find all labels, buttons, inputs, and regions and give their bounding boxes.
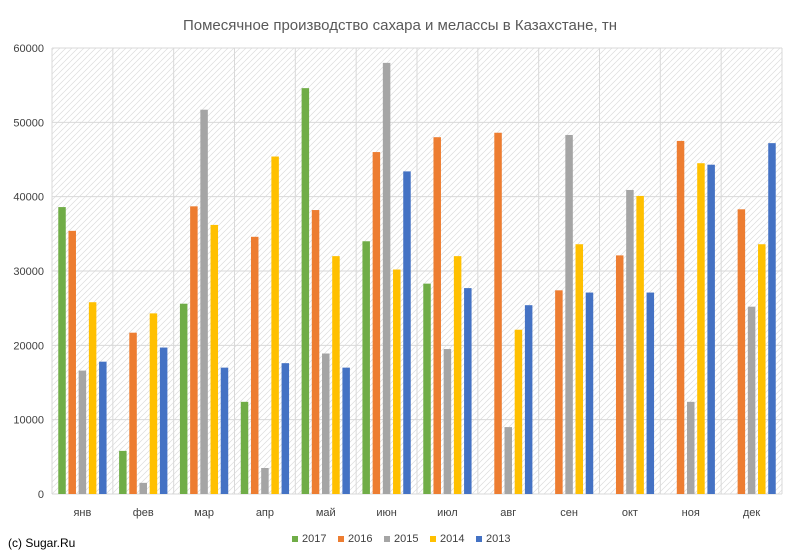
- bar-2017-янв: [58, 207, 66, 494]
- y-axis: 0 10000 20000 30000 40000 50000 60000: [13, 43, 44, 501]
- bar-2014-май: [332, 256, 340, 494]
- bar-2014-сен: [575, 244, 584, 494]
- x-tick-label: авг: [500, 507, 516, 519]
- credit-text: (c) Sugar.Ru: [8, 536, 76, 550]
- x-tick-label: дек: [743, 507, 761, 519]
- x-tick-label: фев: [133, 507, 154, 519]
- legend-swatch: [476, 536, 482, 542]
- legend-item-2014: 2014: [430, 533, 464, 545]
- bar-2016-мар: [190, 206, 198, 494]
- bar-2013-июн: [403, 171, 411, 495]
- bar-2015-сен: [565, 134, 573, 494]
- legend-label: 2013: [486, 533, 510, 545]
- bar-2014-апр: [271, 156, 279, 494]
- x-tick-label: мар: [194, 507, 214, 519]
- bar-2017-фев: [119, 450, 127, 494]
- legend-swatch: [292, 536, 298, 542]
- bar-2014-янв: [88, 302, 97, 494]
- bar-2016-авг: [494, 132, 502, 495]
- bars: [58, 62, 776, 495]
- legend-item-2015: 2015: [384, 533, 418, 545]
- bar-2014-ноя: [697, 163, 705, 494]
- x-tick-label: июн: [376, 507, 396, 519]
- bar-2013-ноя: [707, 164, 715, 494]
- x-tick-label: янв: [73, 507, 91, 519]
- bar-2013-июл: [464, 288, 472, 494]
- x-tick-label: ноя: [682, 507, 700, 519]
- bar-2015-мар: [200, 109, 208, 495]
- bar-2016-апр: [250, 236, 259, 494]
- y-tick-label: 50000: [13, 117, 44, 129]
- legend-swatch: [338, 536, 344, 542]
- y-tick-label: 40000: [13, 192, 44, 204]
- legend-item-2016: 2016: [338, 533, 372, 545]
- bar-2015-июн: [382, 62, 391, 494]
- bar-2015-окт: [626, 189, 634, 494]
- bar-2016-янв: [68, 230, 76, 495]
- bar-2015-фев: [139, 482, 147, 494]
- x-tick-label: май: [316, 507, 336, 519]
- chart-title: Помесячное производство сахара и мелассы…: [183, 17, 617, 34]
- bar-2015-июл: [443, 349, 452, 494]
- bar-2015-ноя: [687, 401, 695, 494]
- legend-item-2017: 2017: [292, 533, 326, 545]
- bar-2013-май: [342, 367, 350, 494]
- bar-2013-янв: [99, 361, 107, 494]
- bar-2015-дек: [747, 306, 756, 494]
- bar-2013-фев: [159, 347, 168, 494]
- y-tick-label: 0: [38, 489, 44, 501]
- bar-2017-июн: [362, 241, 370, 494]
- bar-2014-мар: [210, 224, 219, 494]
- legend-label: 2015: [394, 533, 418, 545]
- bar-2017-апр: [240, 401, 249, 494]
- y-tick-label: 10000: [13, 415, 44, 427]
- bar-2017-мар: [179, 303, 188, 494]
- bar-2014-фев: [149, 313, 158, 494]
- grid-lines: [51, 47, 783, 495]
- bar-2014-июл: [453, 256, 462, 494]
- x-axis: янв фев мар апр май июн июл авг сен окт ноя дек: [73, 507, 760, 519]
- bar-2016-май: [311, 210, 320, 494]
- legend-label: 2016: [348, 533, 372, 545]
- bar-2016-июн: [372, 152, 381, 495]
- bar-2016-сен: [555, 290, 563, 494]
- x-tick-label: окт: [622, 507, 638, 519]
- bar-2013-сен: [585, 292, 594, 494]
- legend: 2017 2016 2015 2014 2013: [292, 533, 510, 545]
- bar-2013-окт: [646, 292, 655, 494]
- bar-2016-июл: [433, 137, 441, 494]
- bar-2013-мар: [220, 367, 229, 494]
- bar-2017-июл: [423, 283, 431, 494]
- bar-2014-июн: [393, 269, 401, 494]
- bar-2014-дек: [758, 244, 766, 494]
- bar-2014-окт: [636, 195, 644, 494]
- x-tick-label: сен: [560, 507, 578, 519]
- bar-2013-апр: [281, 363, 290, 494]
- legend-swatch: [430, 536, 436, 542]
- legend-swatch: [384, 536, 390, 542]
- x-tick-label: апр: [256, 507, 274, 519]
- bar-2016-окт: [615, 255, 624, 494]
- legend-label: 2014: [440, 533, 464, 545]
- bar-2013-дек: [768, 143, 776, 494]
- bar-2016-ноя: [676, 140, 685, 494]
- bar-2013-авг: [524, 305, 533, 494]
- bar-2015-авг: [504, 427, 512, 494]
- legend-label: 2017: [302, 533, 326, 545]
- bar-2016-дек: [737, 209, 746, 494]
- bar-2015-апр: [261, 467, 269, 494]
- bar-2014-авг: [514, 329, 523, 494]
- bar-2015-май: [322, 353, 330, 494]
- bar-2017-май: [301, 88, 310, 494]
- x-tick-label: июл: [437, 507, 458, 519]
- legend-item-2013: 2013: [476, 533, 510, 545]
- bar-2016-фев: [129, 332, 137, 494]
- y-tick-label: 60000: [13, 43, 44, 55]
- y-tick-label: 20000: [13, 340, 44, 352]
- bar-2015-янв: [78, 370, 87, 494]
- y-tick-label: 30000: [13, 266, 44, 278]
